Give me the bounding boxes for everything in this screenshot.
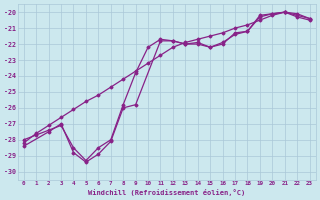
X-axis label: Windchill (Refroidissement éolien,°C): Windchill (Refroidissement éolien,°C) [88,189,245,196]
